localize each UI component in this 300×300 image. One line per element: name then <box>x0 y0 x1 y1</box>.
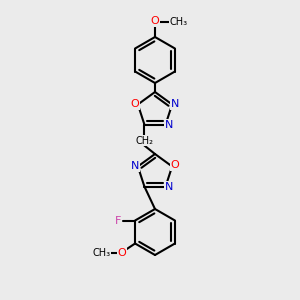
Text: F: F <box>115 215 121 226</box>
Text: O: O <box>151 16 159 26</box>
Text: O: O <box>171 160 179 170</box>
Text: CH₃: CH₃ <box>170 17 188 27</box>
Text: O: O <box>118 248 127 257</box>
Text: N: N <box>164 120 173 130</box>
Text: N: N <box>171 99 179 110</box>
Text: N: N <box>131 161 139 171</box>
Text: O: O <box>130 99 139 110</box>
Text: CH₃: CH₃ <box>92 248 110 257</box>
Text: N: N <box>164 182 173 192</box>
Text: CH₂: CH₂ <box>135 136 153 146</box>
